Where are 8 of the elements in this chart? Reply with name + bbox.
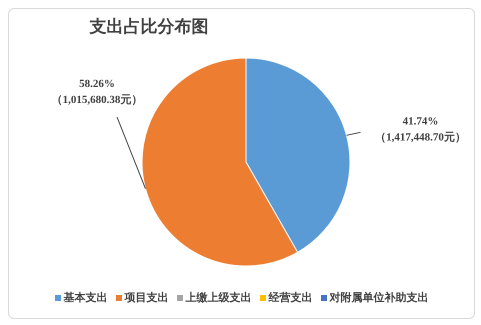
legend-label: 对附属单位补助支出 [328,290,428,305]
chart-title: 支出占比分布图 [88,16,210,38]
legend-label: 上缴上级支出 [184,290,252,305]
legend-label: 项目支出 [123,290,168,305]
data-label: 41.74% （1,417,448.70元） [375,115,466,144]
data-label: 58.26% （1,015,680.38元） [52,78,142,106]
legend-label: 经营支出 [267,290,312,305]
legend-label: 基本支出 [62,290,108,305]
